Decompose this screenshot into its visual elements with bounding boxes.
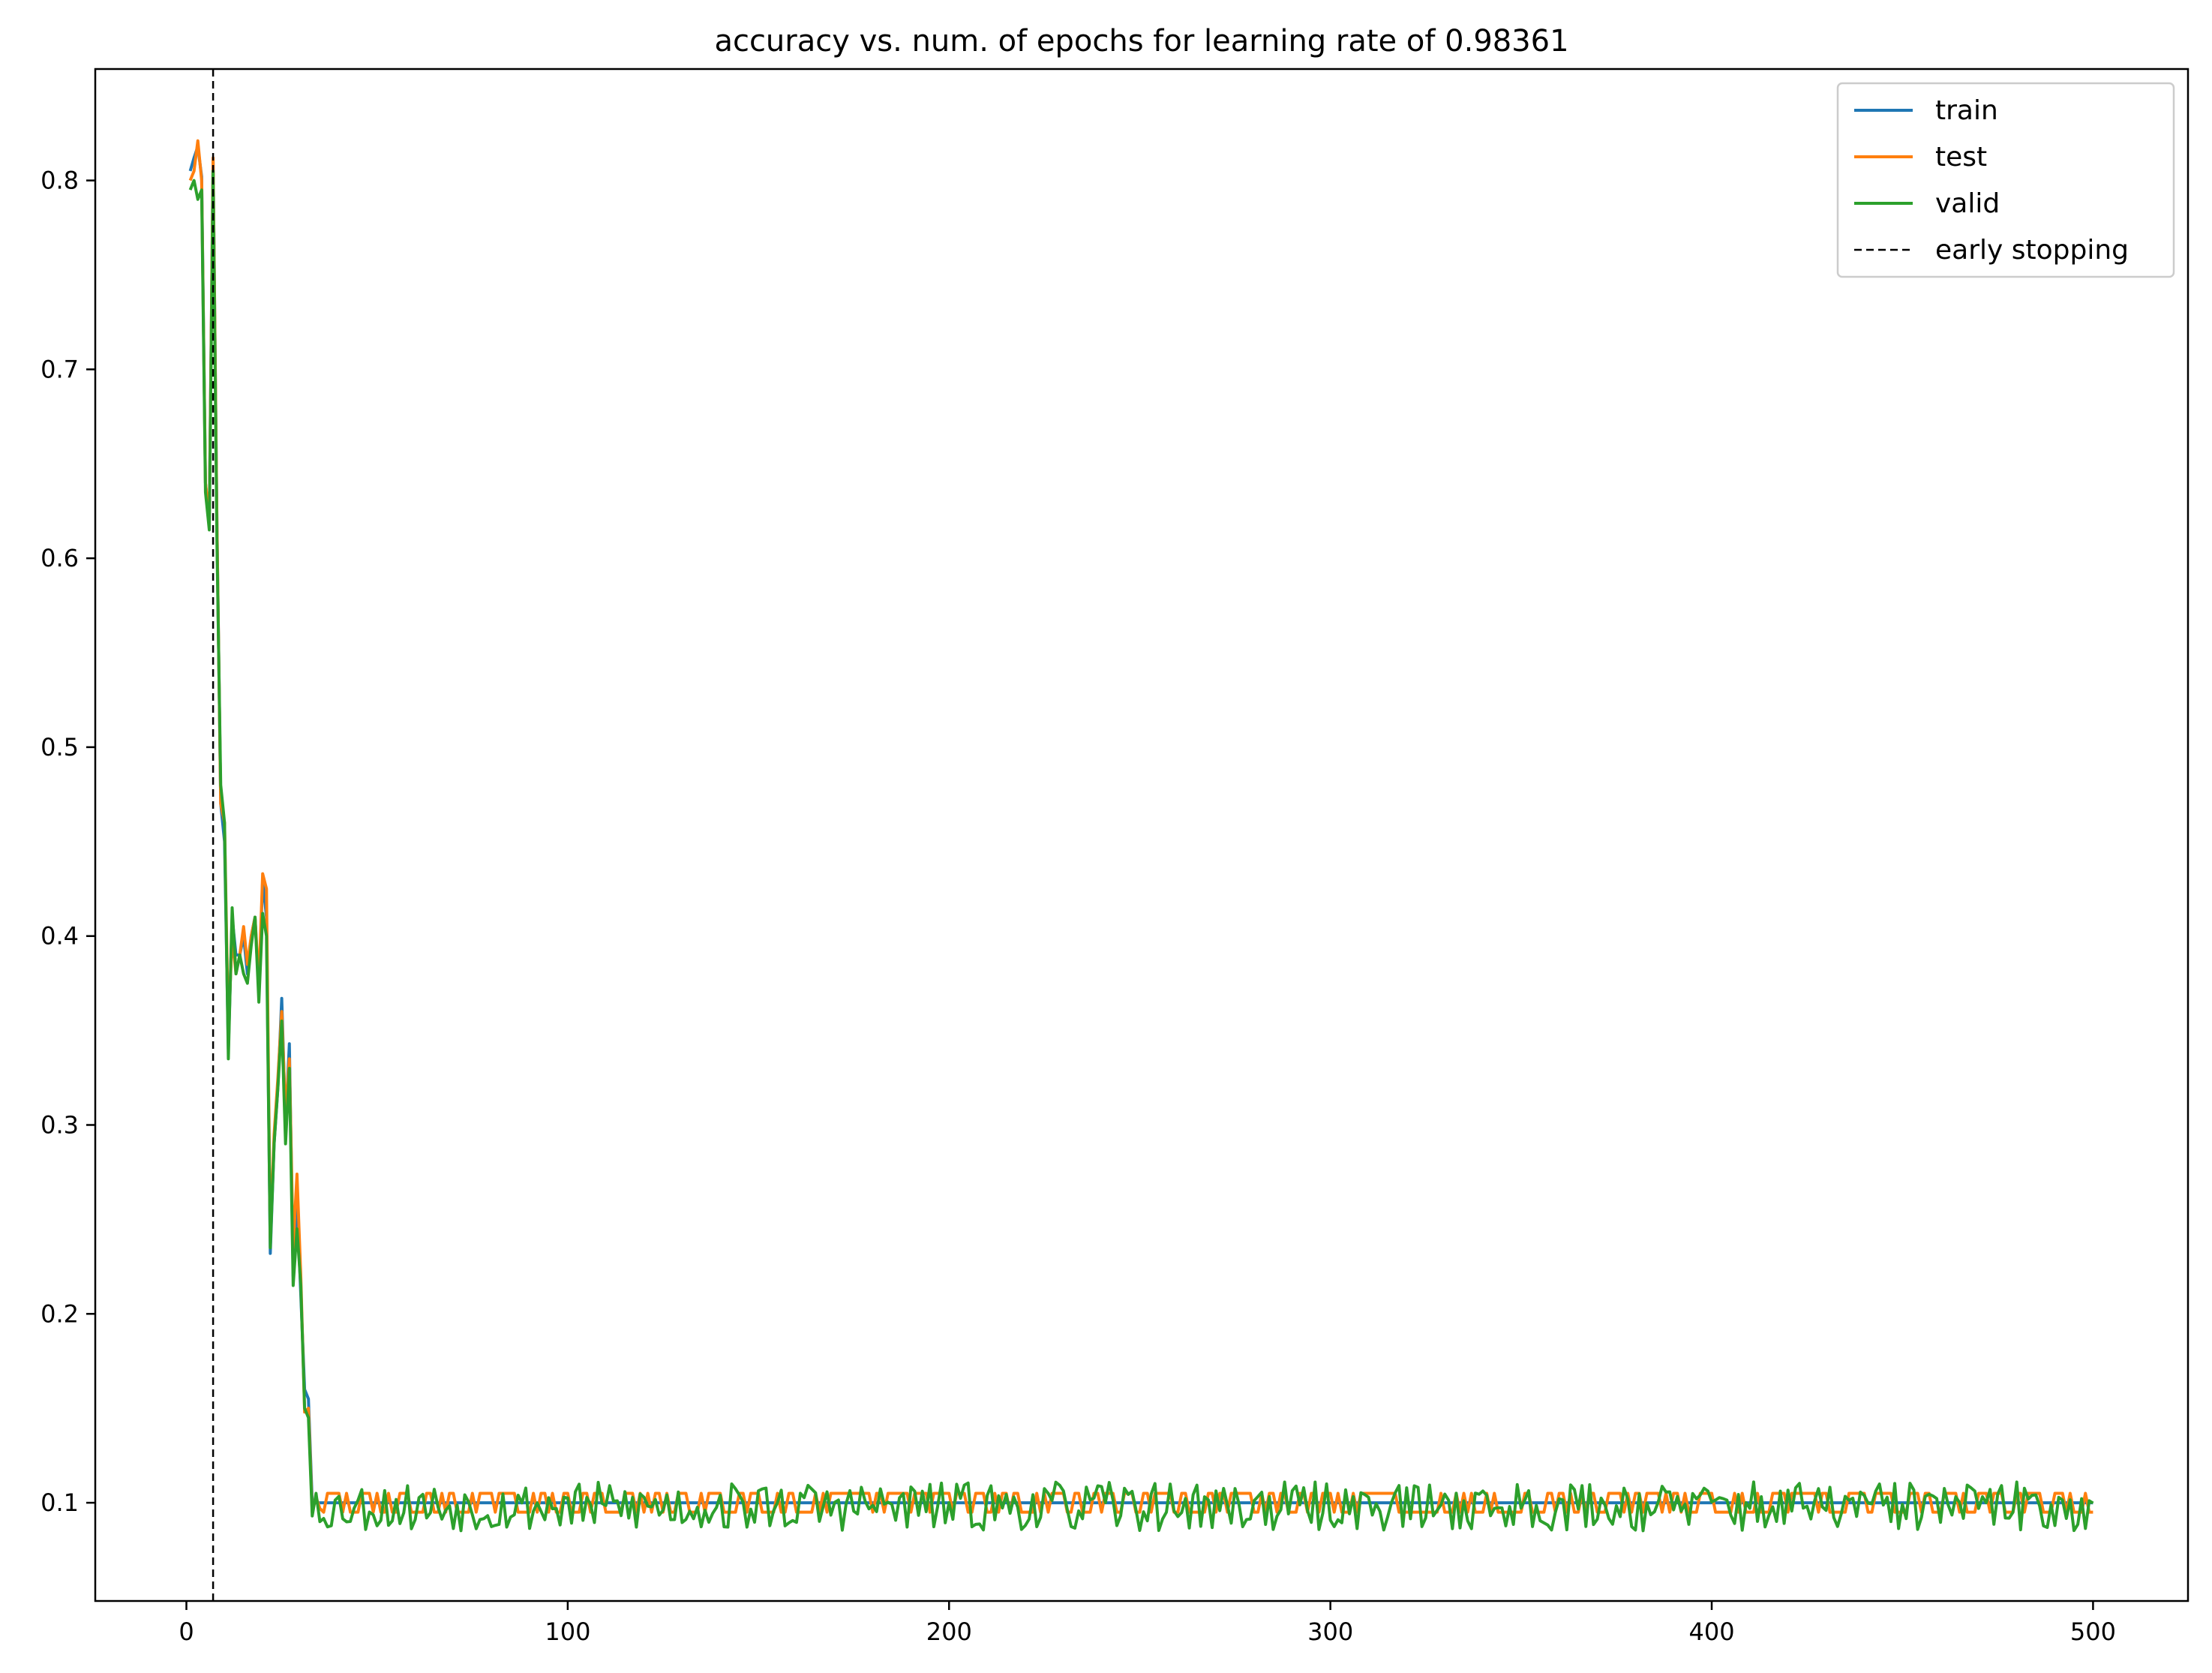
x-tick-label: 100 (545, 1617, 590, 1646)
y-axis: 0.1 0.2 0.3 0.4 0.5 0.6 0.7 0.8 (41, 167, 95, 1517)
x-tick-label: 300 (1307, 1617, 1353, 1646)
series-line-valid (188, 169, 2094, 1533)
x-tick-label: 200 (926, 1617, 972, 1646)
legend-label: early stopping (1935, 235, 2129, 266)
legend-label: test (1935, 142, 1987, 173)
x-tick-label: 500 (2070, 1617, 2116, 1646)
plot-frame (94, 68, 2189, 1602)
y-tick-label: 0.6 (41, 544, 79, 572)
legend-label: valid (1935, 188, 2000, 219)
chart-title: accuracy vs. num. of epochs for learning… (714, 24, 1568, 59)
y-tick-label: 0.1 (41, 1488, 79, 1517)
legend-label: train (1935, 95, 1998, 126)
x-tick-label: 0 (179, 1617, 194, 1646)
y-tick-label: 0.2 (41, 1299, 79, 1328)
y-tick-label: 0.8 (41, 167, 79, 195)
x-axis: 0 100 200 300 400 500 (179, 1601, 2116, 1646)
series-line-test (188, 139, 2093, 1514)
y-tick-label: 0.5 (41, 733, 79, 761)
legend-box (1836, 82, 2175, 278)
y-tick-label: 0.7 (41, 355, 79, 383)
x-tick-label: 400 (1688, 1617, 1734, 1646)
y-tick-label: 0.3 (41, 1110, 79, 1139)
legend: train test valid early stopping (1836, 82, 2175, 278)
y-tick-label: 0.4 (41, 922, 79, 951)
series-layer (188, 69, 2094, 1601)
